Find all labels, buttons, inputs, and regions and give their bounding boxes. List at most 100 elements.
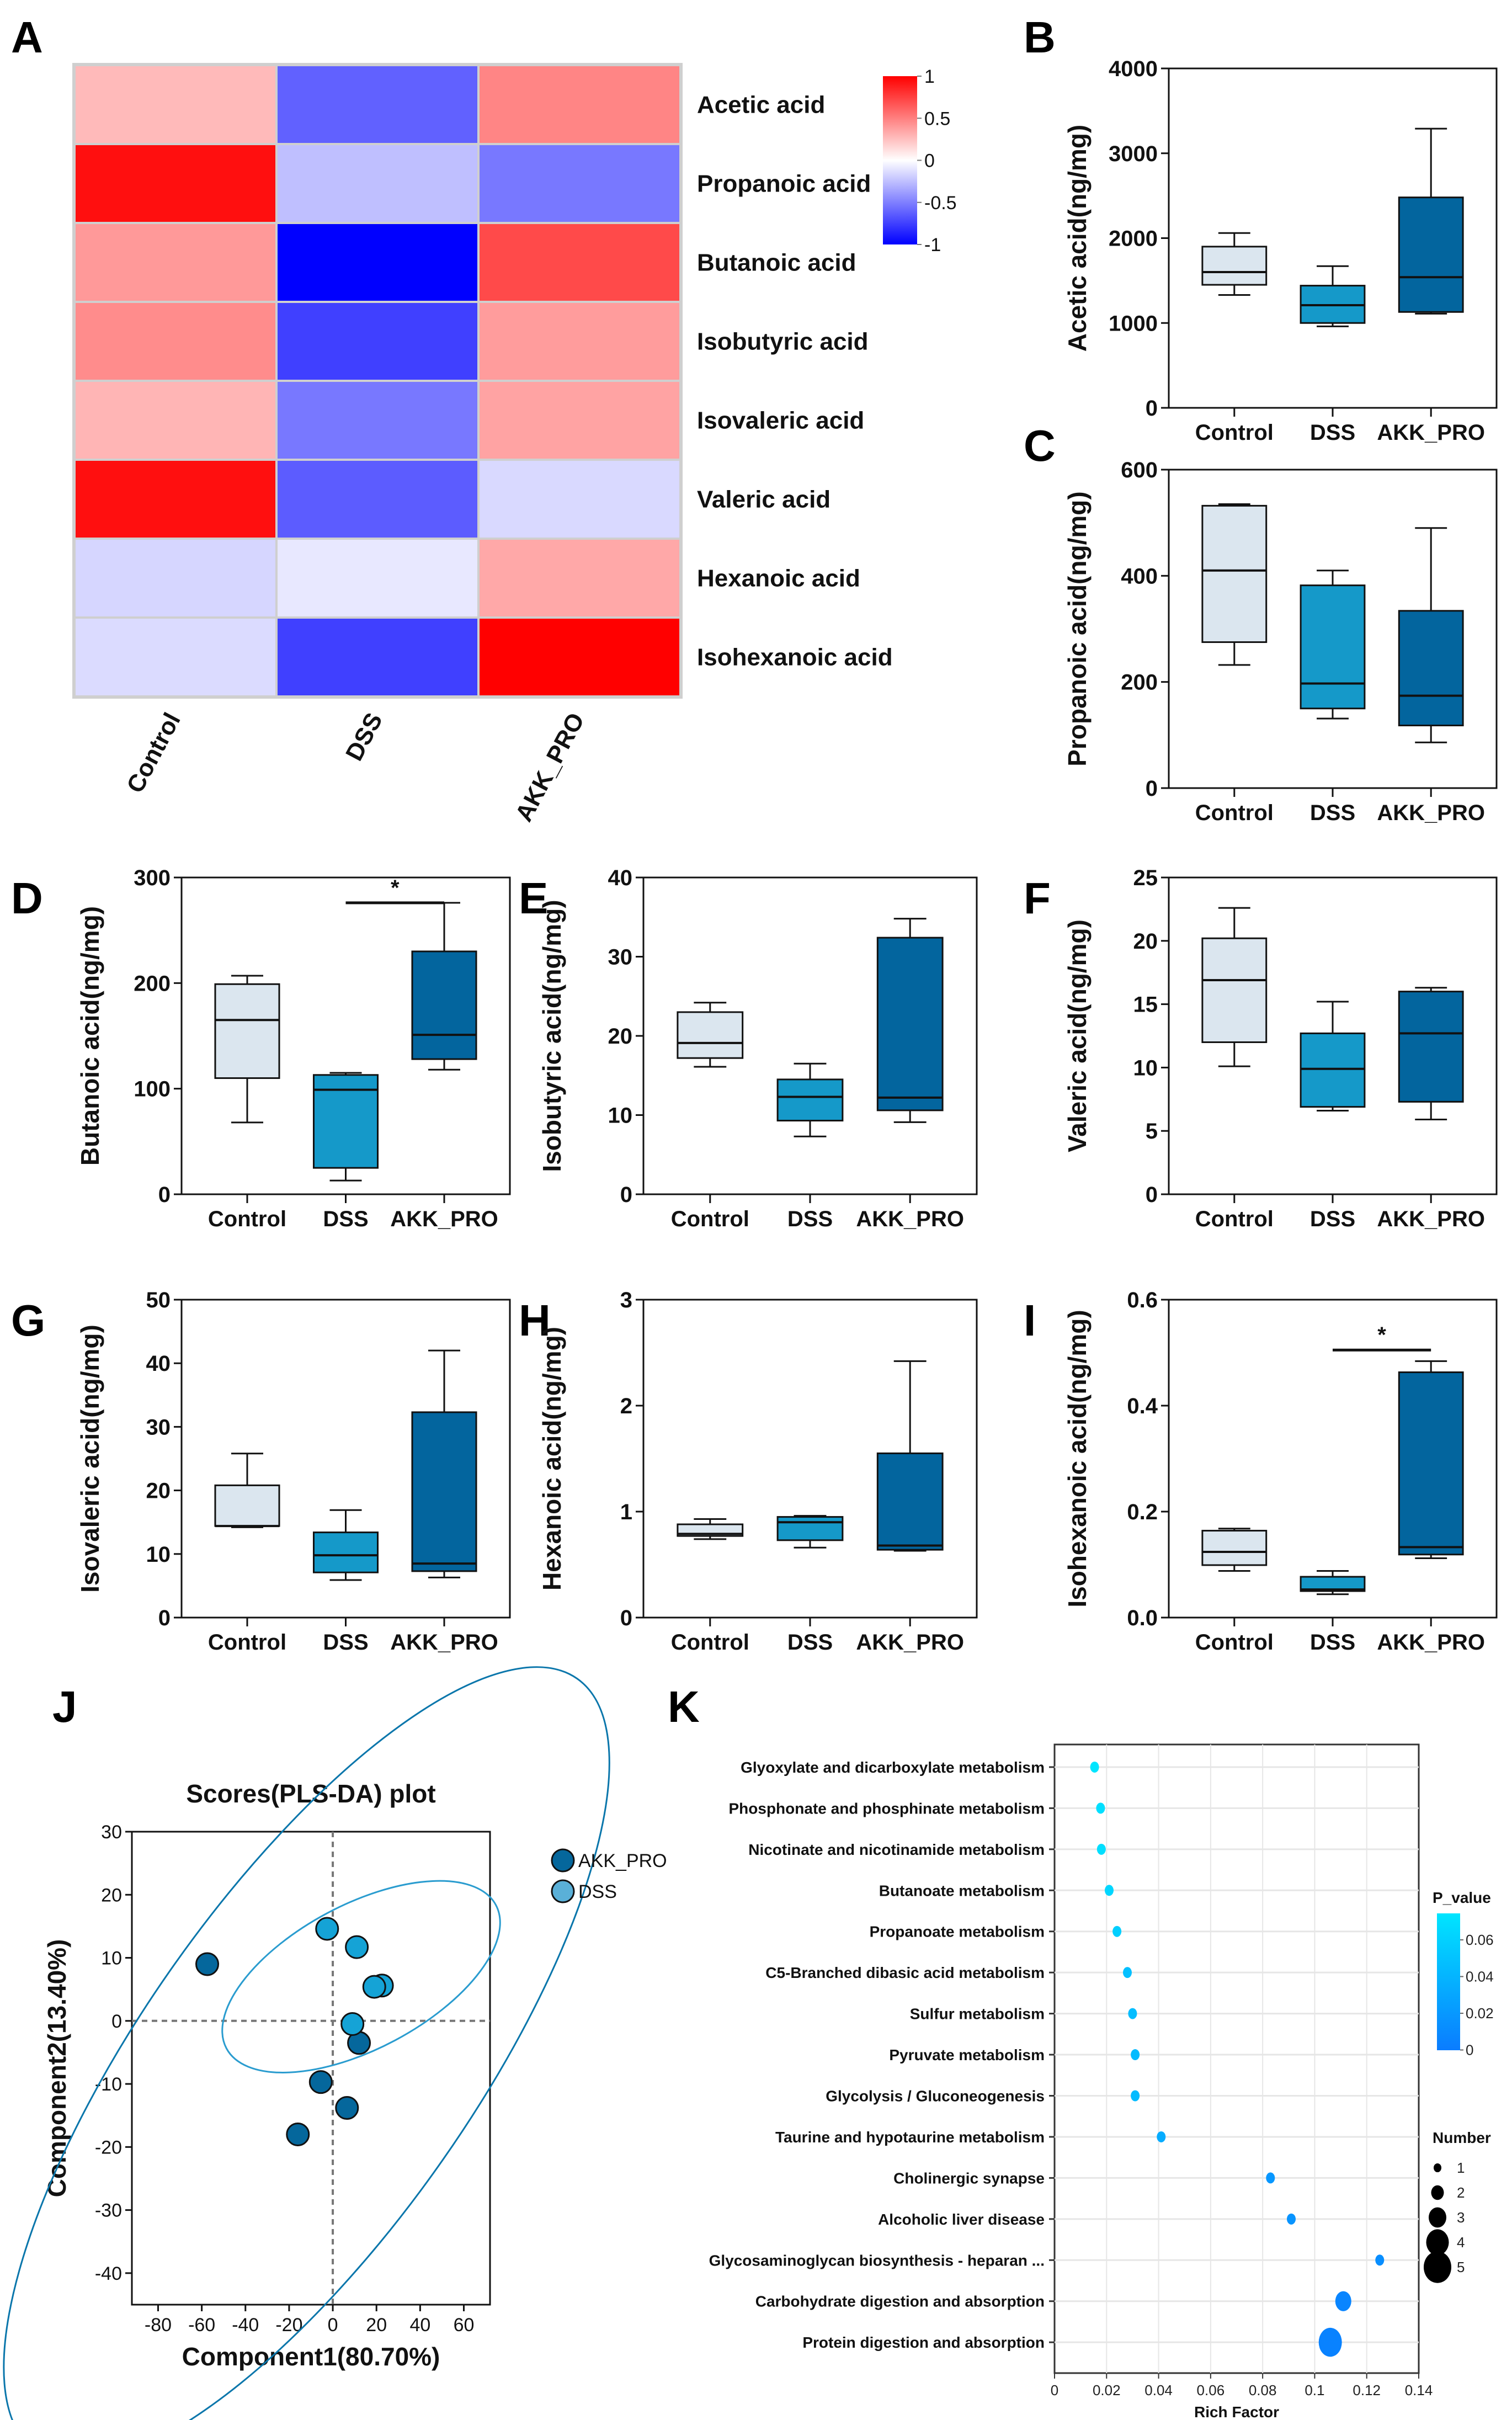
box-akk-pro: [1398, 991, 1464, 1103]
colorbar-tick-label: 0: [924, 151, 935, 172]
pathway-bubble: [1090, 1761, 1099, 1773]
x-tick-label: Control: [1195, 801, 1274, 825]
colorbar-tick-label: 0.06: [1466, 1932, 1494, 1948]
panel-letter-c: C: [1024, 421, 1056, 470]
pathway-bubble: [1096, 1843, 1106, 1855]
box-dss: [312, 1531, 379, 1573]
pvalue-legend-title: P_value: [1433, 1889, 1491, 1906]
y-tick-label: 1000: [1109, 311, 1158, 336]
box-akk-pro: [411, 1411, 477, 1572]
y-axis-label: Isovaleric acid(ng/mg): [76, 1325, 104, 1593]
pathway-label: Phosphonate and phosphinate metabolism: [729, 1800, 1045, 1817]
y-axis-label: Acetic acid(ng/mg): [1063, 125, 1092, 352]
boxplot-panel-h: 0 1 2 3 Hexanoic acid(ng/mg) Control DSS AKK_PR…: [537, 1288, 978, 1655]
number-legend-marker: [1434, 2163, 1441, 2173]
heatmap-panel: Acetic acid Propanoic acid Butanoic acid Is…: [72, 63, 957, 826]
heatmap-cell: [76, 619, 275, 695]
heatmap-row-label: Isovaleric acid: [697, 407, 864, 434]
pathway-label: Butanoate metabolism: [879, 1882, 1045, 1899]
pathway-bubble: [1375, 2254, 1385, 2266]
x-tick-label: AKK_PRO: [856, 1630, 964, 1655]
x-tick-label: AKK_PRO: [1377, 1207, 1485, 1231]
heatmap-row-label: Acetic acid: [697, 92, 825, 119]
y-tick-label: 0: [620, 1183, 632, 1207]
heatmap-cell: [278, 540, 477, 616]
heatmap-cell: [278, 619, 477, 695]
pathway-label: Cholinergic synapse: [893, 2169, 1045, 2187]
pathway-label: Sulfur metabolism: [910, 2006, 1045, 2023]
box-control: [1201, 937, 1268, 1043]
panel-letter-i: I: [1024, 1296, 1036, 1345]
heatmap-cell: [480, 145, 679, 222]
heatmap-cell: [76, 224, 275, 301]
panel-letter-b: B: [1024, 13, 1056, 62]
heatmap-cell: [278, 66, 477, 143]
boxplot-panel-c: 0 200 400 600 Propanoic acid(ng/mg) Control DS…: [1063, 458, 1498, 825]
plsda-panel: Scores(PLS-DA) plot -80 -60 -40 -20 0 20 40 60 30…: [3, 1666, 667, 2420]
heatmap-col-label: DSS: [340, 709, 388, 765]
y-tick-label: 0: [620, 1606, 632, 1630]
y-tick-label: 0: [158, 1606, 171, 1630]
score-point-dss: [340, 2012, 365, 2036]
heatmap-cell: [480, 224, 679, 301]
x-tick-label: 0: [1051, 2382, 1058, 2398]
box-control: [214, 1484, 280, 1527]
legend-marker: [551, 1848, 575, 1873]
panel-letter-j: J: [52, 1682, 77, 1731]
y-tick-label: 50: [146, 1288, 171, 1312]
x-tick-label: 0.04: [1144, 2382, 1173, 2398]
heatmap-row-label: Hexanoic acid: [697, 565, 860, 592]
box-dss: [1300, 584, 1366, 710]
x-tick-label: DSS: [323, 1630, 368, 1655]
number-legend-marker: [1431, 2185, 1444, 2200]
pathway-label: Glyoxylate and dicarboxylate metabolism: [741, 1759, 1045, 1776]
y-tick-label: 10: [1133, 1056, 1158, 1080]
legend-label: AKK_PRO: [578, 1850, 667, 1871]
y-tick-label: 0: [111, 2011, 122, 2032]
box-dss: [776, 1516, 844, 1541]
x-tick-label: AKK_PRO: [390, 1207, 498, 1231]
y-tick-label: -20: [95, 2137, 122, 2158]
colorbar-tick-label: 1: [924, 66, 935, 87]
confidence-ellipse-akk-pro: [3, 1666, 610, 2420]
x-tick-label: DSS: [1310, 1630, 1355, 1655]
enrichment-panel: 0 0.02 0.04 0.06 0.08 0.1 0.12 0.14 Rich Factor G…: [709, 1743, 1494, 2420]
y-tick-label: 400: [1121, 564, 1158, 588]
y-tick-label: 300: [134, 866, 171, 890]
y-tick-label: 20: [146, 1479, 171, 1503]
x-tick-label: -60: [188, 2315, 215, 2336]
pathway-label: Carbohydrate digestion and absorption: [755, 2293, 1045, 2310]
box-akk-pro: [876, 1452, 944, 1551]
boxplot-panel-i: 0.0 0.2 0.4 0.6 Isohexanoic acid(ng/mg) Contr…: [1063, 1288, 1498, 1655]
score-point-dss: [362, 1975, 386, 1999]
x-tick-label: 0.12: [1353, 2382, 1381, 2398]
pathway-label: Propanoate metabolism: [870, 1923, 1045, 1940]
heatmap-cell: [76, 303, 275, 380]
panel-letter-f: F: [1024, 874, 1051, 923]
box-dss: [776, 1078, 844, 1122]
x-tick-label: -40: [232, 2315, 259, 2336]
heatmap-cell: [76, 145, 275, 222]
box-akk-pro: [411, 950, 477, 1060]
heatmap-colorbar: [883, 76, 917, 244]
y-tick-label: 4000: [1109, 57, 1158, 81]
heatmap-row-label: Isobutyric acid: [697, 328, 869, 355]
pathway-bubble: [1123, 1967, 1132, 1978]
pathway-bubble: [1287, 2213, 1296, 2225]
y-tick-label: 15: [1133, 993, 1158, 1017]
y-tick-label: 30: [608, 945, 633, 970]
panel-letter-h: H: [519, 1296, 551, 1345]
y-tick-label: 5: [1146, 1119, 1158, 1143]
pathway-label: C5-Branched dibasic acid metabolism: [765, 1964, 1045, 1981]
y-axis-label: Component2(13.40%): [42, 1939, 71, 2198]
panel-letter-k: K: [668, 1682, 700, 1731]
y-tick-label: 0: [158, 1183, 171, 1207]
score-point-akk-pro: [195, 1952, 220, 1976]
y-axis-label: Valeric acid(ng/mg): [1063, 919, 1092, 1152]
heatmap-cell: [278, 145, 477, 222]
heatmap-row-label: Butanoic acid: [697, 249, 856, 276]
pathway-bubble: [1131, 2049, 1140, 2061]
confidence-ellipse-dss: [221, 1880, 501, 2073]
heatmap-cell: [480, 303, 679, 380]
